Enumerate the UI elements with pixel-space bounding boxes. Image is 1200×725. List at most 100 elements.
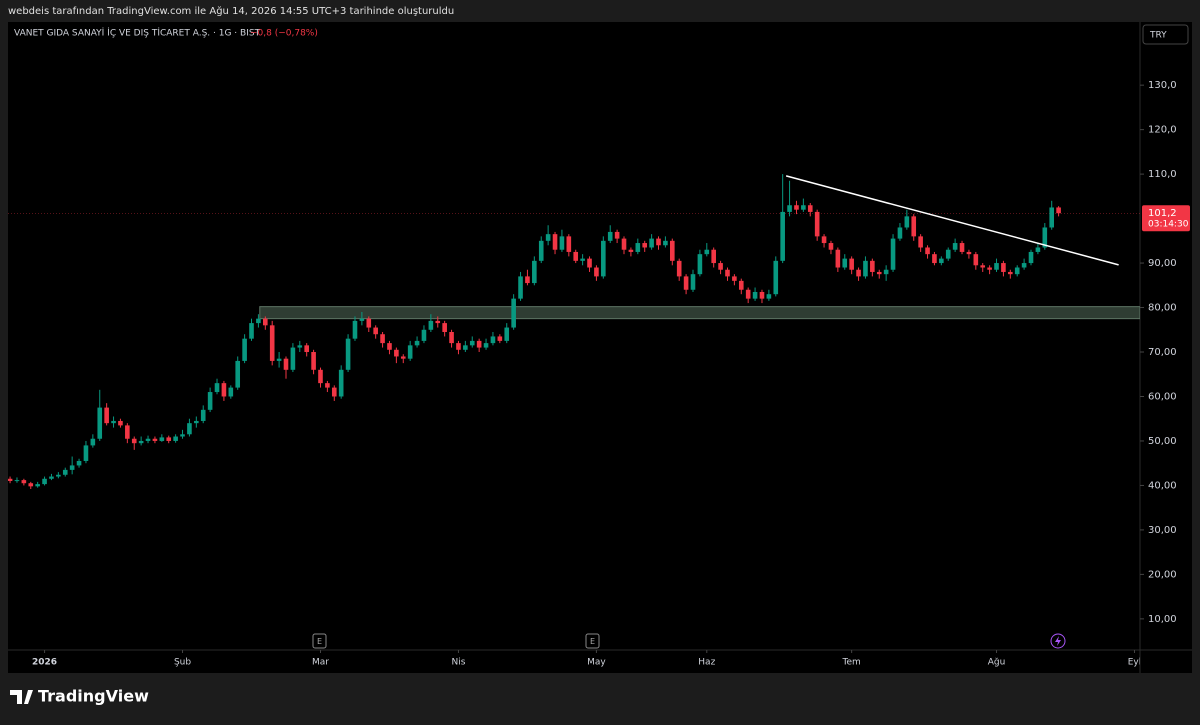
candle-body bbox=[159, 437, 165, 441]
candle-body bbox=[338, 369, 344, 397]
candle-body bbox=[118, 420, 123, 426]
candle-body bbox=[870, 260, 875, 272]
candle-body bbox=[538, 240, 544, 261]
candle-body bbox=[1056, 207, 1061, 214]
x-tick-label: Mar bbox=[312, 658, 329, 668]
candle-body bbox=[111, 420, 116, 424]
candle-body bbox=[959, 243, 965, 252]
candle-body bbox=[359, 318, 365, 321]
candle-body bbox=[414, 340, 420, 346]
candle-body bbox=[732, 276, 737, 281]
candle-body bbox=[69, 465, 75, 470]
candle-body bbox=[932, 254, 937, 264]
candle-body bbox=[939, 258, 944, 264]
candle-body bbox=[656, 238, 661, 246]
candle-body bbox=[994, 263, 999, 270]
candle-body bbox=[890, 238, 896, 270]
candle-body bbox=[1042, 227, 1048, 248]
candle-body bbox=[1014, 267, 1020, 275]
candle-body bbox=[449, 331, 454, 344]
currency: TRY bbox=[1149, 31, 1167, 41]
y-tick-label: 30,00 bbox=[1148, 525, 1177, 536]
x-tick-label: Eyl bbox=[1128, 658, 1142, 668]
x-tick-label: Tem bbox=[842, 658, 861, 668]
y-tick-label: 40,00 bbox=[1148, 480, 1177, 491]
currency-button[interactable] bbox=[1142, 24, 1189, 45]
candle-body bbox=[635, 243, 641, 252]
candle-body bbox=[269, 325, 275, 361]
candle-body bbox=[718, 263, 723, 270]
chart-title: VANET GIDA SANAYİ İÇ VE DIŞ TİCARET A.Ş.… bbox=[14, 28, 261, 39]
x-tick-label: Nis bbox=[451, 658, 465, 668]
x-tick-label: Şub bbox=[174, 658, 191, 668]
candle-body bbox=[83, 445, 89, 461]
candle-body bbox=[814, 211, 820, 237]
y-tick-label: 80,00 bbox=[1148, 303, 1177, 314]
last-price-label: 101,2 bbox=[1148, 208, 1177, 219]
y-tick-label: 10,00 bbox=[1148, 614, 1177, 625]
candle-body bbox=[263, 318, 268, 326]
candle-body bbox=[801, 205, 806, 210]
candle-body bbox=[476, 340, 482, 348]
candle-body bbox=[435, 320, 441, 324]
y-tick-label: 90,00 bbox=[1148, 258, 1177, 269]
candle-body bbox=[221, 383, 227, 397]
candle-body bbox=[442, 323, 447, 332]
candle-body bbox=[8, 478, 13, 481]
candle-body bbox=[483, 343, 489, 348]
candle-body bbox=[490, 336, 496, 344]
candle-body bbox=[400, 356, 406, 359]
brand: TradingView bbox=[38, 687, 149, 706]
candle-body bbox=[35, 484, 40, 487]
candle-body bbox=[980, 265, 986, 268]
candle-body bbox=[883, 269, 889, 275]
candle-body bbox=[311, 352, 316, 370]
credit: webdeis tarafından TradingView.com ile A… bbox=[8, 5, 454, 17]
candle-body bbox=[525, 276, 530, 284]
last-price-box bbox=[1142, 205, 1190, 232]
candle-body bbox=[607, 231, 613, 241]
candle-body bbox=[180, 434, 185, 437]
candle-body bbox=[876, 271, 882, 275]
candle-body bbox=[649, 238, 654, 248]
candle-body bbox=[497, 336, 503, 341]
earnings-icon[interactable]: E bbox=[585, 633, 600, 649]
candle-body bbox=[559, 236, 565, 250]
y-tick-label: 50,00 bbox=[1148, 436, 1177, 447]
candle-body bbox=[945, 249, 951, 259]
candle-body bbox=[49, 476, 54, 479]
candle-body bbox=[766, 294, 772, 299]
svg-text:E: E bbox=[590, 637, 595, 646]
candle-body bbox=[904, 216, 910, 228]
candle-body bbox=[145, 438, 151, 441]
y-tick-label: 60,00 bbox=[1148, 391, 1177, 402]
x-tick-label: Haz bbox=[698, 658, 715, 668]
candle-body bbox=[1049, 207, 1055, 228]
candle-body bbox=[987, 267, 992, 270]
svg-text:E: E bbox=[317, 637, 322, 646]
candle-body bbox=[787, 205, 792, 212]
candle-body bbox=[828, 243, 834, 250]
candle-body bbox=[90, 438, 96, 446]
candle-body bbox=[21, 480, 27, 484]
event-icon[interactable] bbox=[1050, 633, 1066, 649]
candle-body bbox=[421, 329, 427, 341]
candle-body bbox=[1021, 263, 1027, 268]
x-tick-label: Ağu bbox=[988, 658, 1006, 668]
candle-body bbox=[594, 267, 599, 277]
earnings-icon[interactable]: E bbox=[312, 633, 327, 649]
candle-body bbox=[601, 240, 606, 277]
x-tick-label: May bbox=[587, 658, 606, 668]
candle-body bbox=[373, 327, 378, 335]
candle-body bbox=[76, 460, 82, 466]
candle-body bbox=[394, 349, 399, 357]
candle-body bbox=[842, 258, 848, 268]
candle-body bbox=[552, 234, 558, 250]
candle-body bbox=[325, 383, 330, 388]
candle-body bbox=[725, 269, 730, 277]
candle-body bbox=[62, 469, 68, 475]
candle-body bbox=[242, 338, 247, 361]
candle-body bbox=[676, 260, 682, 277]
candle-body bbox=[587, 258, 592, 268]
